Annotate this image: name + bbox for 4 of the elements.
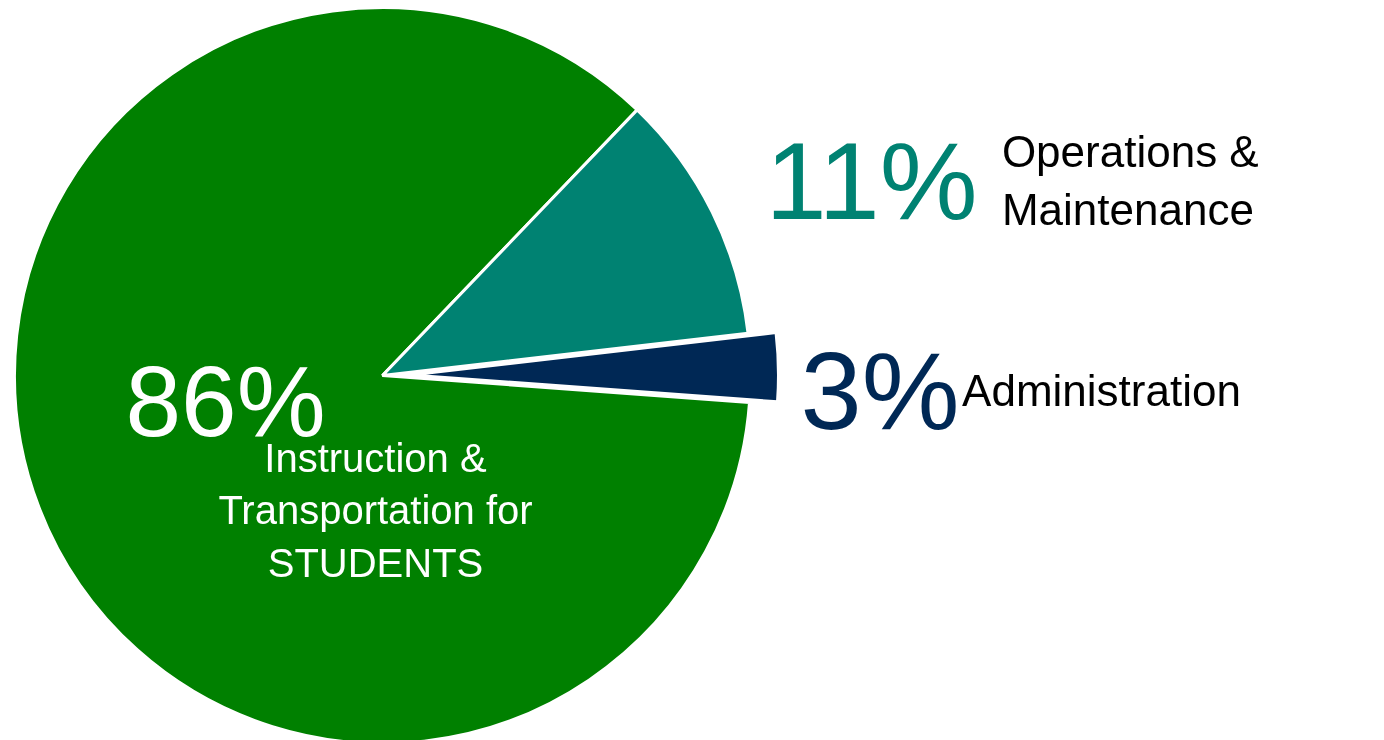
data-label: 3%: [800, 329, 960, 452]
slice-label: Operations & Maintenance: [1001, 126, 1259, 235]
data-label: 11%: [765, 119, 978, 242]
slice-label: Administration: [962, 366, 1241, 415]
